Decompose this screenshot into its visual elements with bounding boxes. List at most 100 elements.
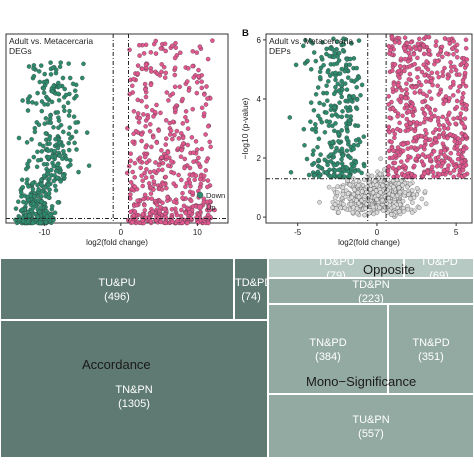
point-down <box>39 108 45 114</box>
point-down <box>333 70 338 76</box>
point-up <box>392 40 398 45</box>
point-ns <box>356 183 361 188</box>
point-up <box>149 196 154 201</box>
point-down <box>361 134 367 139</box>
point-up <box>153 38 158 44</box>
point-down <box>30 220 36 226</box>
point-up <box>156 215 162 221</box>
point-up <box>429 79 434 84</box>
point-ns <box>354 206 360 211</box>
point-up <box>442 148 447 153</box>
point-down <box>339 94 344 100</box>
point-up <box>140 211 146 217</box>
point-ns <box>384 201 390 206</box>
point-down <box>45 96 50 102</box>
point-down <box>332 105 337 110</box>
tile-td-pd: TD&PD (74) <box>234 258 272 320</box>
point-down <box>324 90 330 96</box>
point-down <box>348 155 353 161</box>
point-down <box>56 140 62 145</box>
point-up <box>207 207 212 213</box>
point-down <box>310 152 316 157</box>
point-up <box>396 152 402 158</box>
point-down <box>339 114 345 120</box>
point-ns <box>364 184 370 190</box>
point-down <box>345 129 350 134</box>
point-up <box>417 88 423 94</box>
point-down <box>38 63 44 68</box>
point-up <box>197 185 203 190</box>
point-down <box>86 163 92 168</box>
point-up <box>462 70 468 76</box>
point-down <box>55 162 60 167</box>
point-up <box>165 150 171 155</box>
point-up <box>187 165 193 171</box>
point-down <box>328 107 334 113</box>
point-ns <box>347 182 353 188</box>
point-down <box>313 122 318 127</box>
point-up <box>191 159 196 164</box>
point-up <box>398 99 403 105</box>
legend-swatch-down <box>196 191 204 199</box>
point-up <box>390 86 395 91</box>
chart-title: Adult vs. Metacercaria <box>9 36 93 46</box>
point-up <box>417 36 422 42</box>
point-down <box>66 140 71 146</box>
point-down <box>344 137 350 142</box>
point-up <box>396 40 402 46</box>
point-up <box>426 34 432 40</box>
point-up <box>194 50 200 55</box>
point-down <box>36 69 42 74</box>
point-up <box>402 56 408 62</box>
point-up <box>455 55 460 60</box>
point-ns <box>349 195 355 200</box>
point-down <box>324 83 329 88</box>
point-up <box>396 68 402 74</box>
point-down <box>39 149 45 154</box>
point-down <box>53 136 58 142</box>
point-down <box>313 58 319 64</box>
point-up <box>130 83 135 89</box>
point-up <box>151 187 156 192</box>
point-up <box>180 121 186 126</box>
point-up <box>154 140 160 145</box>
point-up <box>420 106 425 112</box>
point-down <box>329 144 334 150</box>
point-down <box>60 173 66 179</box>
point-up <box>183 210 189 216</box>
point-down <box>13 206 19 211</box>
point-up <box>173 45 179 50</box>
point-up <box>178 213 184 219</box>
point-down <box>331 163 337 168</box>
point-ns <box>359 189 365 194</box>
tile-td-pu: TD&PU (79) <box>268 256 404 282</box>
point-up <box>439 44 445 50</box>
point-ns <box>416 205 422 211</box>
point-up <box>172 55 178 61</box>
point-up <box>455 156 461 162</box>
point-up <box>392 160 398 166</box>
point-up <box>460 106 465 111</box>
point-up <box>411 51 417 57</box>
point-up <box>137 53 142 58</box>
point-up <box>455 143 460 149</box>
point-down <box>339 66 345 72</box>
point-up <box>442 125 447 131</box>
point-up <box>453 121 458 126</box>
point-down <box>48 72 54 77</box>
point-up <box>429 115 435 120</box>
point-up <box>440 141 446 146</box>
point-up <box>389 34 395 40</box>
point-down <box>335 81 341 87</box>
point-up <box>199 85 205 91</box>
point-up <box>180 195 185 201</box>
point-down <box>347 117 352 123</box>
point-up <box>170 219 175 224</box>
tile-label: TU&PD <box>420 256 458 268</box>
point-down <box>340 153 346 158</box>
point-down <box>333 149 338 154</box>
point-down <box>64 156 69 162</box>
point-up <box>392 135 397 141</box>
point-up <box>167 132 173 137</box>
point-down <box>39 199 44 204</box>
